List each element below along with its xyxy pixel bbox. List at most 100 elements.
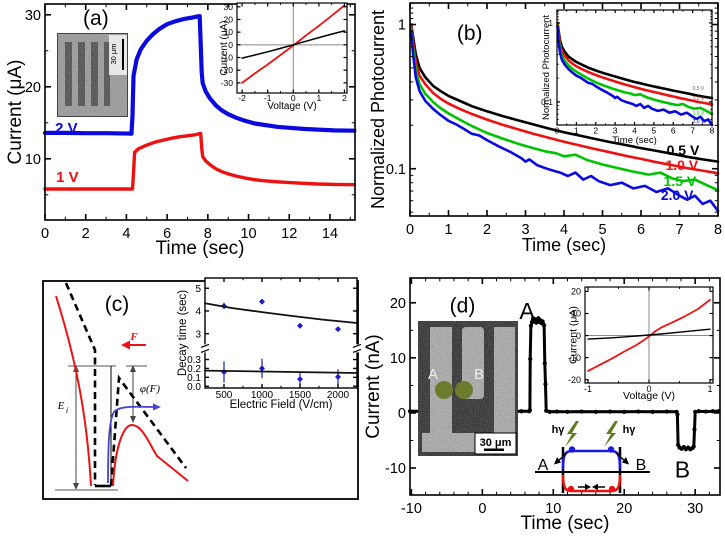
svg-text:-10: -10: [401, 501, 422, 517]
hole-dot-right: [608, 485, 616, 493]
svg-text:3: 3: [613, 126, 618, 136]
photon-bolt-right: [604, 421, 618, 447]
laser-spot-a: [435, 381, 453, 399]
svg-text:-2: -2: [238, 93, 246, 103]
svg-text:1.0 V: 1.0 V: [693, 96, 705, 102]
sem-d-scalebar-label: 30 μm: [480, 437, 512, 449]
svg-text:0: 0: [478, 501, 486, 517]
sem-image-a: 30 μm: [57, 33, 128, 117]
sem-d-scalebar: 30 μm: [474, 432, 517, 455]
svg-text:Time (sec): Time (sec): [155, 238, 244, 259]
svg-text:0: 0: [228, 40, 233, 50]
svg-text:10: 10: [224, 27, 234, 37]
phi-arrow: [130, 365, 136, 423]
svg-text:1.5 V: 1.5 V: [693, 111, 705, 117]
svg-text:0: 0: [576, 331, 581, 341]
svg-text:10: 10: [25, 152, 41, 168]
svg-text:3: 3: [521, 222, 529, 238]
electron-dot-left: [568, 446, 576, 453]
svg-text:30: 30: [25, 8, 41, 24]
svg-text:6: 6: [637, 222, 645, 238]
svg-text:0: 0: [555, 126, 560, 136]
svg-text:1: 1: [316, 93, 321, 103]
svg-text:1.5 V: 1.5 V: [664, 173, 697, 189]
hole-dot-left: [567, 485, 575, 493]
svg-text:500: 500: [216, 390, 233, 401]
svg-text:(a): (a): [83, 7, 109, 30]
svg-text:(b): (b): [457, 22, 483, 45]
svg-text:6: 6: [671, 126, 676, 136]
svg-text:-10: -10: [221, 53, 234, 63]
escape-curve: [107, 403, 161, 484]
svg-text:20: 20: [224, 15, 234, 25]
svg-text:7: 7: [675, 222, 683, 238]
svg-text:20: 20: [25, 80, 41, 96]
svg-text:0: 0: [41, 226, 49, 242]
svg-text:30: 30: [687, 501, 703, 517]
svg-text:7: 7: [690, 126, 695, 136]
svg-text:1.0 V: 1.0 V: [665, 157, 698, 173]
svg-text:-1: -1: [264, 93, 272, 103]
svg-text:2.0 V: 2.0 V: [693, 119, 705, 125]
svg-text:1 V: 1 V: [56, 169, 79, 186]
band-dashed-left: [64, 282, 97, 485]
svg-text:5: 5: [195, 284, 201, 295]
svg-text:0.1: 0.1: [386, 162, 406, 178]
electron-path: [561, 449, 622, 470]
svg-text:2: 2: [483, 222, 491, 238]
ei-arrow: [73, 365, 79, 490]
svg-text:8: 8: [710, 126, 715, 136]
svg-text:Decay time (sec): Decay time (sec): [177, 290, 189, 376]
svg-text:0: 0: [398, 406, 406, 422]
svg-text:-20: -20: [221, 65, 234, 75]
field-arrow: [121, 340, 146, 350]
svg-text:Voltage (V): Voltage (V): [623, 390, 675, 402]
svg-text:4: 4: [122, 226, 130, 242]
svg-text:Current (nA): Current (nA): [363, 334, 384, 439]
panel-c-border: [42, 280, 359, 500]
svg-text:8: 8: [714, 222, 722, 238]
svg-text:-1: -1: [584, 384, 592, 394]
svg-text:1: 1: [444, 222, 452, 238]
svg-text:Normalized Photocurrent: Normalized Photocurrent: [541, 15, 552, 120]
svg-text:1000: 1000: [251, 390, 274, 401]
svg-text:1: 1: [548, 18, 553, 28]
svg-text:A: A: [519, 298, 535, 324]
svg-text:0.3: 0.3: [187, 355, 201, 366]
svg-text:-30: -30: [221, 78, 234, 88]
svg-text:2 V: 2 V: [55, 120, 78, 137]
svg-text:4: 4: [560, 222, 568, 238]
band-red-right: [112, 423, 189, 487]
svg-text:3: 3: [195, 329, 201, 340]
electron-arrows: [554, 452, 629, 465]
svg-text:2: 2: [82, 226, 90, 242]
panel-c-label: (c): [105, 293, 130, 316]
svg-text:2: 2: [593, 126, 598, 136]
svg-text:1: 1: [574, 126, 579, 136]
svg-text:Time (sec): Time (sec): [522, 235, 606, 255]
hole-path: [561, 474, 622, 493]
svg-text:10: 10: [571, 309, 581, 319]
barrier-label: φ(F): [140, 383, 160, 395]
svg-text:Current (μA): Current (μA): [219, 20, 230, 75]
svg-text:14: 14: [322, 226, 338, 242]
svg-text:5: 5: [598, 222, 606, 238]
svg-text:30: 30: [224, 2, 234, 12]
sem-a-scalebar-label: 30 μm: [109, 44, 118, 65]
svg-text:Current (μA): Current (μA): [568, 306, 580, 364]
sem-a-border: [57, 33, 128, 117]
photon-label-left: hγ: [552, 424, 566, 436]
band-dashed-right: [109, 374, 188, 487]
svg-text:0.5 V: 0.5 V: [667, 142, 700, 158]
svg-text:0: 0: [406, 222, 414, 238]
svg-text:0.1: 0.1: [541, 97, 553, 107]
sem-d-label-b: B: [474, 366, 484, 383]
band-red-left: [55, 295, 92, 487]
svg-text:2.0 V: 2.0 V: [661, 187, 694, 203]
svg-text:Electric Field (V/cm): Electric Field (V/cm): [230, 399, 333, 411]
electron-dot-right: [607, 446, 615, 453]
svg-text:5: 5: [652, 126, 657, 136]
svg-text:20: 20: [571, 287, 581, 297]
svg-text:1: 1: [398, 18, 406, 34]
